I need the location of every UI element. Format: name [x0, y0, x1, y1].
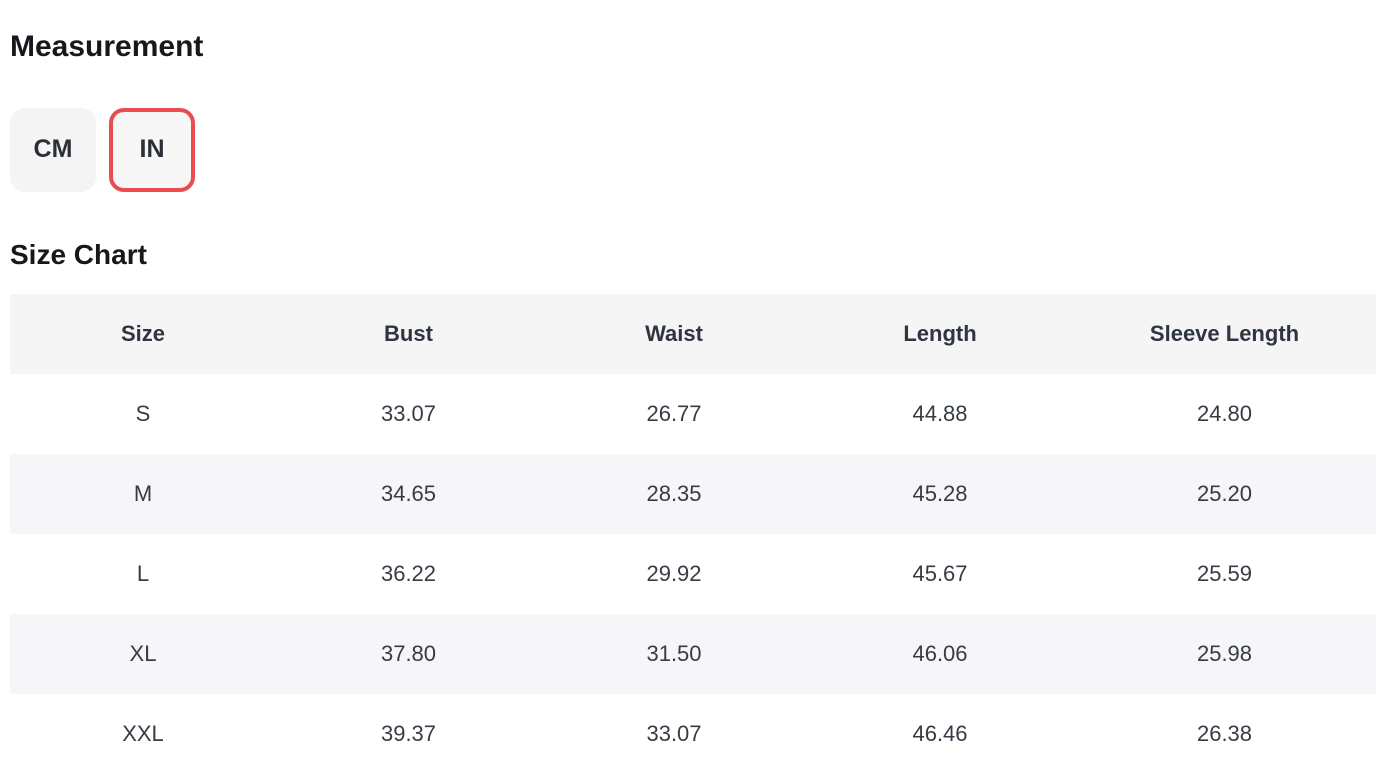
table-cell: 45.67: [807, 533, 1073, 614]
table-cell: 44.88: [807, 373, 1073, 454]
size-chart-heading: Size Chart: [10, 238, 147, 270]
in-button[interactable]: IN: [109, 107, 195, 192]
table-cell: 26.77: [541, 373, 807, 454]
column-header: Sleeve Length: [1073, 293, 1376, 374]
table-row: XXL 39.37 33.07 46.46 26.38: [10, 693, 1376, 774]
size-cell: M: [10, 453, 276, 534]
table-cell: 29.92: [541, 533, 807, 614]
table-cell: 28.35: [541, 453, 807, 534]
table-cell: 36.22: [276, 533, 541, 614]
unit-toggle: CM IN: [10, 107, 1366, 192]
size-cell: L: [10, 533, 276, 614]
table-cell: 46.46: [807, 693, 1073, 774]
table-cell: 33.07: [276, 373, 541, 454]
table-cell: 24.80: [1073, 373, 1376, 454]
table-cell: 31.50: [541, 613, 807, 694]
table-row: S 33.07 26.77 44.88 24.80: [10, 373, 1376, 454]
table-body: S 33.07 26.77 44.88 24.80 M 34.65 28.35 45.28 25.…: [10, 373, 1376, 774]
size-chart-table: Size Bust Waist Length Sleeve Length S 33.07 2…: [10, 293, 1376, 774]
table-cell: 37.80: [276, 613, 541, 694]
table-cell: 39.37: [276, 693, 541, 774]
table-cell: 34.65: [276, 453, 541, 534]
size-cell: S: [10, 373, 276, 454]
column-header: Length: [807, 293, 1073, 374]
table-cell: 46.06: [807, 613, 1073, 694]
measurement-section: Measurement CM IN Size Chart: [0, 30, 1376, 271]
table-cell: 26.38: [1073, 693, 1376, 774]
size-cell: XL: [10, 613, 276, 694]
column-header: Waist: [541, 293, 807, 374]
table-cell: 33.07: [541, 693, 807, 774]
table-cell: 25.59: [1073, 533, 1376, 614]
table-row: L 36.22 29.92 45.67 25.59: [10, 533, 1376, 614]
table-row: M 34.65 28.35 45.28 25.20: [10, 453, 1376, 534]
table-row: XL 37.80 31.50 46.06 25.98: [10, 613, 1376, 694]
column-header: Size: [10, 293, 276, 374]
cm-button[interactable]: CM: [10, 107, 96, 192]
size-cell: XXL: [10, 693, 276, 774]
table-cell: 45.28: [807, 453, 1073, 534]
column-header: Bust: [276, 293, 541, 374]
table-cell: 25.20: [1073, 453, 1376, 534]
measurement-heading: Measurement: [10, 30, 204, 63]
table-cell: 25.98: [1073, 613, 1376, 694]
table-header-row: Size Bust Waist Length Sleeve Length: [10, 293, 1376, 374]
